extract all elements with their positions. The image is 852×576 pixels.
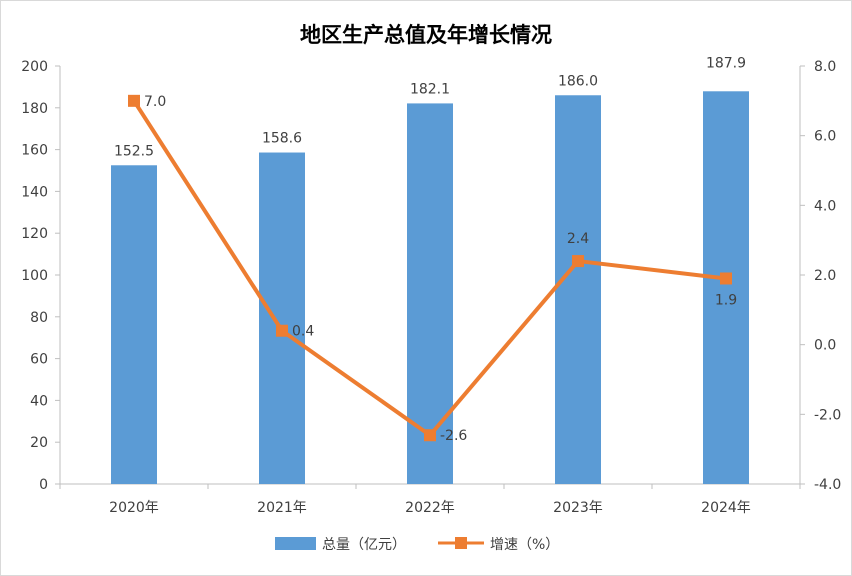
left-tick-label: 200 <box>21 59 48 75</box>
right-tick-label: 6.0 <box>814 129 836 145</box>
line-marker <box>424 429 436 442</box>
line-data-label: -2.6 <box>440 428 467 444</box>
line-marker <box>276 324 288 337</box>
bar-data-label: 158.6 <box>262 131 302 147</box>
x-tick-label: 2024年 <box>701 500 751 516</box>
bar <box>259 152 305 484</box>
left-tick-label: 180 <box>21 101 48 117</box>
left-tick-label: 100 <box>21 268 48 284</box>
line-data-label: 2.4 <box>567 231 589 247</box>
right-tick-label: 0.0 <box>814 338 836 354</box>
bar-data-label: 186.0 <box>558 73 598 89</box>
left-tick-label: 160 <box>21 143 48 159</box>
right-tick-label: 8.0 <box>814 59 836 75</box>
left-tick-label: 60 <box>30 352 48 368</box>
line-data-label: 7.0 <box>144 94 166 110</box>
bar <box>111 165 157 484</box>
line-marker <box>720 272 732 285</box>
legend-label-bar: 总量（亿元） <box>322 537 406 553</box>
left-tick-label: 40 <box>30 393 48 409</box>
left-tick-label: 80 <box>30 310 48 326</box>
x-tick-label: 2023年 <box>553 500 603 516</box>
left-tick-label: 120 <box>21 226 48 242</box>
right-tick-label: 4.0 <box>814 198 836 214</box>
line-data-label: 1.9 <box>715 292 737 308</box>
bar <box>407 103 453 484</box>
legend-swatch-bar <box>275 537 316 550</box>
line-marker <box>128 94 140 107</box>
bar <box>555 95 601 484</box>
x-tick-label: 2021年 <box>257 500 307 516</box>
right-tick-label: 2.0 <box>814 268 836 284</box>
right-tick-label: -4.0 <box>814 477 841 493</box>
bar-data-label: 187.9 <box>706 55 746 71</box>
line-data-label: 0.4 <box>292 324 314 340</box>
legend-label-line: 增速（%） <box>490 537 559 553</box>
x-tick-label: 2020年 <box>109 500 159 516</box>
bar <box>703 91 749 484</box>
legend-marker-line <box>455 537 467 549</box>
left-tick-label: 140 <box>21 184 48 200</box>
x-tick-label: 2022年 <box>405 500 455 516</box>
line-marker <box>572 255 584 268</box>
chart-title: 地区生产总值及年增长情况 <box>300 23 552 47</box>
bar-data-label: 152.5 <box>114 143 154 159</box>
left-tick-label: 20 <box>30 435 48 451</box>
legend: 总量（亿元） 增速（%） <box>275 537 559 553</box>
bar-data-label: 182.1 <box>410 81 450 97</box>
left-tick-label: 0 <box>39 477 48 493</box>
right-tick-label: -2.0 <box>814 407 841 423</box>
